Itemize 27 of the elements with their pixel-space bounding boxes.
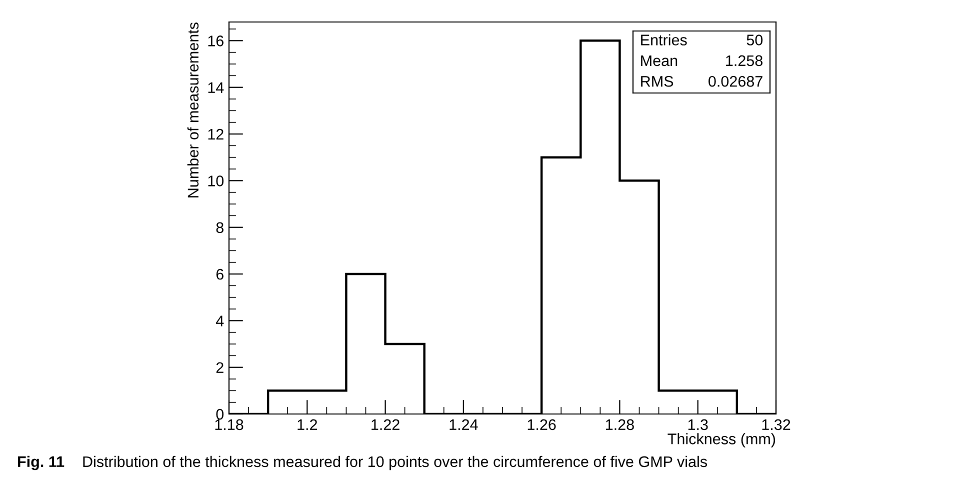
x-tick-label: 1.24 xyxy=(450,419,478,430)
annotation: Mean xyxy=(641,55,678,66)
y-tick-label: 4 xyxy=(216,316,224,326)
y-tick-label: 6 xyxy=(216,268,224,280)
x-tick-label: 1.3 xyxy=(688,419,708,430)
y-tick-label: 8 xyxy=(216,222,224,234)
caption: Fig. 11 xyxy=(18,456,64,470)
y-tick-label: 14 xyxy=(208,82,224,93)
text: Distribution of the thickness measured for 10 points over the circumference of five GMP vials xyxy=(83,456,707,470)
x-tick-label: 1.26 xyxy=(528,419,556,430)
y-tick-label: 16 xyxy=(208,36,224,46)
x-tick-label: 1.2 xyxy=(298,419,317,430)
x-tick-label: 1.22 xyxy=(372,419,400,430)
y-tick-label: 12 xyxy=(208,128,224,140)
y-tick-label: 2 xyxy=(216,362,224,373)
x-tick-label: 1.28 xyxy=(606,419,634,430)
y-tick-label: 10 xyxy=(208,176,224,186)
x-axis-title: Thickness (mm) xyxy=(668,433,776,448)
annotation: 1.258 xyxy=(726,55,762,66)
annotation: Entries xyxy=(641,34,687,46)
annotation: RMS xyxy=(641,76,674,87)
annotation: 0.02687 xyxy=(708,76,762,87)
y-axis-title: Number of measurements xyxy=(187,22,199,198)
y-tick-label: 0 xyxy=(216,408,224,420)
annotation: 50 xyxy=(746,34,763,46)
x-tick-label: 1.32 xyxy=(762,419,790,430)
x-tick-label: 1.18 xyxy=(215,419,244,430)
